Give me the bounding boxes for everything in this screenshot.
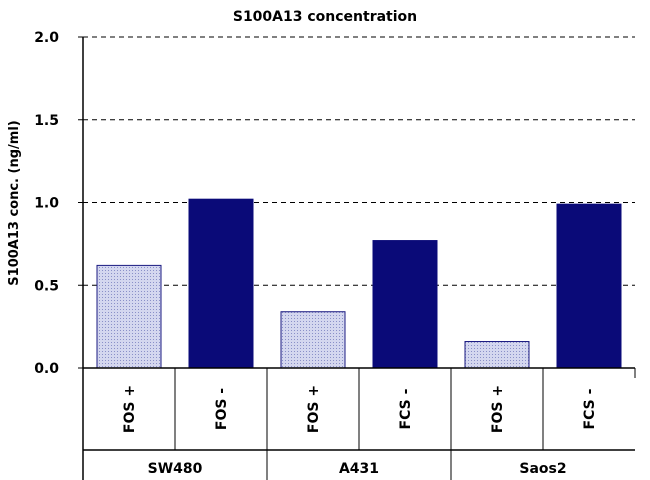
category-label: FCS -: [582, 388, 598, 429]
y-tick-label: 2.0: [34, 30, 59, 46]
bar-5: [464, 341, 530, 369]
bar-1: [96, 264, 162, 369]
y-tick-label: 0.0: [34, 361, 59, 377]
category-label: FOS +: [306, 385, 322, 433]
category-label: FOS +: [122, 385, 138, 433]
group-label: SW480: [148, 461, 203, 477]
y-axis-ticks: 0.0 0.5 1.0 1.5 2.0: [34, 30, 83, 377]
category-label: FOS -: [214, 388, 230, 430]
group-label: Saos2: [519, 461, 566, 477]
bar-3: [280, 311, 346, 369]
category-label: FCS -: [398, 388, 414, 429]
y-tick-label: 1.5: [34, 113, 59, 129]
y-tick-label: 1.0: [34, 196, 59, 212]
chart-title: S100A13 concentration: [233, 9, 417, 25]
x-axis-labels: FOS + FOS - FOS + FCS - FOS + FCS - SW480 A431 S…: [122, 385, 598, 477]
bar-2: [188, 198, 254, 369]
gridlines: [83, 36, 635, 286]
y-axis-label: S100A13 conc. (ng/ml): [7, 120, 22, 285]
group-label: A431: [339, 461, 379, 477]
bar-4: [372, 240, 438, 369]
bar-6: [556, 203, 622, 369]
bars: [96, 198, 622, 369]
y-tick-label: 0.5: [34, 278, 59, 294]
category-label: FOS +: [490, 385, 506, 433]
axes: [82, 37, 636, 480]
